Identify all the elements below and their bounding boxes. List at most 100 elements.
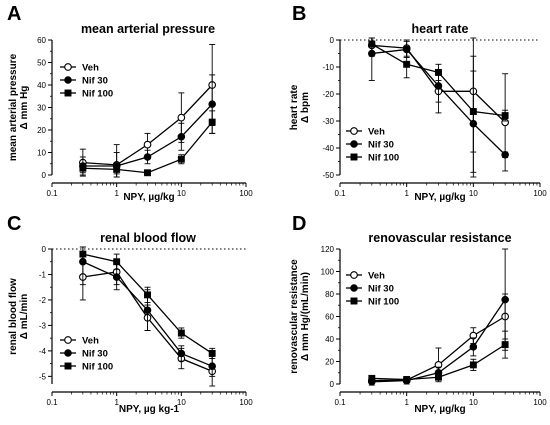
legend-label: Veh xyxy=(368,271,385,282)
legend-marker xyxy=(350,140,358,148)
data-point xyxy=(143,153,152,161)
x-tick-label: 100 xyxy=(533,398,547,407)
legend-label: Nif 30 xyxy=(82,76,108,87)
data-point xyxy=(177,132,186,141)
y-tick-label: 100 xyxy=(321,268,335,277)
data-point xyxy=(434,82,443,90)
y-axis-label: Δ mL/min xyxy=(19,294,30,340)
legend-label: Nif 30 xyxy=(82,349,108,360)
x-tick-label: 100 xyxy=(533,189,547,198)
x-axis-label: NPY, µg kg-1 xyxy=(119,404,180,415)
legend-marker xyxy=(64,336,72,344)
y-axis-label: Δ mm Hg xyxy=(19,86,30,130)
panel-title: renal blood flow xyxy=(100,231,196,245)
y-tick-label: -30 xyxy=(322,117,334,126)
x-tick-label: 1 xyxy=(114,189,119,198)
y-tick-label: 40 xyxy=(37,81,46,90)
data-point xyxy=(143,140,152,149)
y-axis-label: heart rate xyxy=(289,84,300,130)
y-axis-label: renovascular resistance xyxy=(289,259,300,374)
legend-marker xyxy=(64,89,72,97)
y-tick-label: 30 xyxy=(37,104,46,113)
x-tick-label: 0.1 xyxy=(46,398,58,407)
x-tick-label: 10 xyxy=(469,398,478,407)
legend-marker xyxy=(350,127,358,135)
panel-letter: A xyxy=(7,3,21,25)
data-point xyxy=(79,164,87,172)
legend-label: Veh xyxy=(82,63,99,74)
legend-label: Nif 30 xyxy=(368,284,394,295)
legend-label: Nif 100 xyxy=(82,89,113,100)
y-tick-label: -20 xyxy=(322,90,334,99)
legend-marker xyxy=(64,63,72,71)
y-tick-label: -4 xyxy=(39,347,47,356)
panel-letter: C xyxy=(7,213,21,235)
panel-letter: D xyxy=(292,213,306,235)
x-tick-label: 10 xyxy=(177,189,186,198)
data-point xyxy=(501,295,509,304)
x-tick-label: 1 xyxy=(404,189,409,198)
data-point xyxy=(403,60,411,68)
y-tick-label: 50 xyxy=(37,59,46,68)
legend-label: Veh xyxy=(82,336,99,347)
data-point xyxy=(144,291,151,299)
data-point xyxy=(469,343,478,351)
data-point xyxy=(177,155,185,163)
y-tick-label: 60 xyxy=(325,313,334,322)
data-point xyxy=(177,113,186,122)
y-tick-label: -3 xyxy=(39,321,47,330)
y-axis-label: mean arterial pressure xyxy=(8,53,19,161)
legend-marker xyxy=(350,271,358,279)
data-point xyxy=(469,361,477,369)
legend-marker xyxy=(64,362,72,370)
data-point xyxy=(177,349,186,358)
data-point xyxy=(368,374,376,382)
y-tick-label: 20 xyxy=(37,126,46,135)
data-point xyxy=(435,373,442,381)
legend-label: Nif 100 xyxy=(368,297,399,308)
x-tick-label: 10 xyxy=(469,189,478,198)
data-point xyxy=(435,68,442,76)
data-point xyxy=(501,150,509,159)
y-tick-label: 80 xyxy=(325,290,334,299)
panel-title: heart rate xyxy=(412,22,469,36)
y-axis-label: Δ bpm xyxy=(300,92,311,123)
x-tick-label: 0.1 xyxy=(46,189,58,198)
x-axis-label: NPY, µg/kg xyxy=(414,404,465,415)
legend-marker xyxy=(64,76,72,84)
data-point xyxy=(144,169,151,177)
x-axis-label: NPY, µg/kg xyxy=(123,192,174,203)
x-tick-label: 0.1 xyxy=(334,189,346,198)
legend-marker xyxy=(350,153,358,161)
data-point xyxy=(501,341,509,349)
data-point xyxy=(469,108,477,115)
x-tick-label: 1 xyxy=(114,398,119,407)
data-point xyxy=(208,118,216,126)
y-tick-label: -1 xyxy=(39,270,47,279)
data-point xyxy=(112,273,121,281)
x-tick-label: 0.1 xyxy=(334,398,346,407)
data-point xyxy=(177,329,185,337)
y-tick-label: 60 xyxy=(37,36,46,45)
legend-label: Nif 100 xyxy=(368,153,399,164)
x-axis-label: NPY, µg/kg xyxy=(414,192,465,203)
data-point xyxy=(143,306,152,314)
data-point xyxy=(113,258,121,266)
data-point xyxy=(208,349,216,357)
y-tick-label: 20 xyxy=(325,358,334,367)
y-tick-label: -5 xyxy=(39,372,47,381)
y-tick-label: -10 xyxy=(322,63,334,72)
data-point xyxy=(208,100,216,108)
panel-title: mean arterial pressure xyxy=(81,22,215,36)
y-axis-label: Δ mm Hg/(mL/min) xyxy=(300,272,311,361)
x-tick-label: 1 xyxy=(404,398,409,407)
data-point xyxy=(501,112,509,120)
x-tick-label: 100 xyxy=(239,189,253,198)
legend-label: Veh xyxy=(368,127,385,138)
legend-marker xyxy=(350,297,358,305)
